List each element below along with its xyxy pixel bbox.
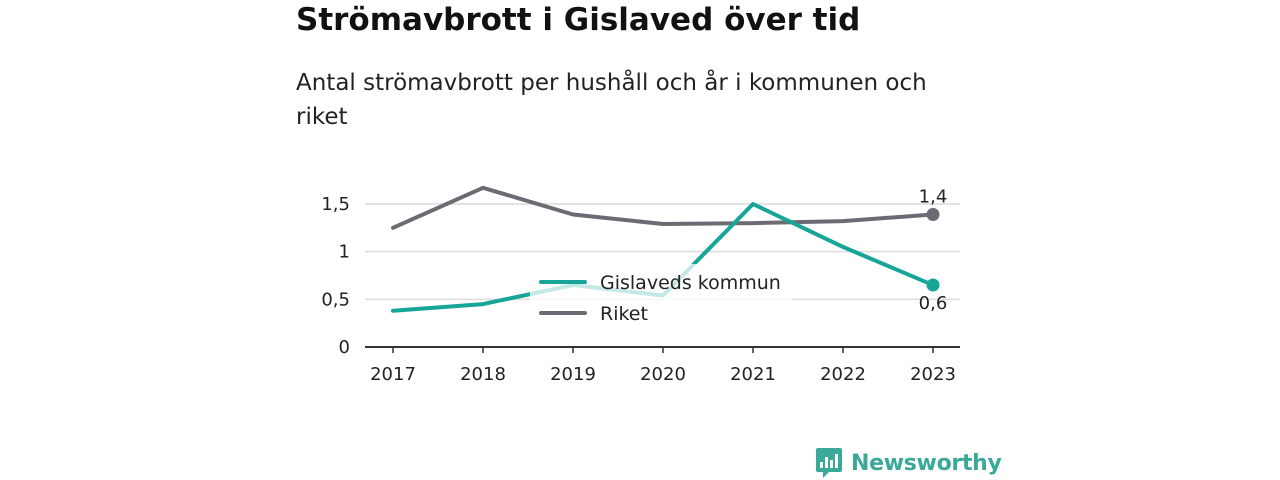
x-tick-label: 2017 xyxy=(370,364,416,385)
y-axis-ticks: 0 0,5 1 1,5 xyxy=(321,194,350,358)
data-label-riket: 1,4 xyxy=(919,186,948,207)
x-tick-label: 2022 xyxy=(820,364,866,385)
series-line-riket xyxy=(391,185,935,230)
y-tick-label: 0 xyxy=(339,337,350,358)
x-tick-label: 2021 xyxy=(730,364,776,385)
newsworthy-logo: Newsworthy xyxy=(815,446,1002,480)
data-label-gislaved: 0,6 xyxy=(919,293,948,314)
end-point-marker xyxy=(926,278,940,292)
x-tick-label: 2023 xyxy=(910,364,956,385)
chart-subtitle: Antal strömavbrott per hushåll och år i … xyxy=(296,70,927,130)
legend: Gislaveds kommun Riket xyxy=(530,264,792,332)
legend-label: Riket xyxy=(600,303,648,325)
x-tick-label: 2020 xyxy=(640,364,686,385)
y-tick-label: 1,5 xyxy=(321,194,350,215)
legend-label: Gislaveds kommun xyxy=(600,272,781,294)
end-point-marker xyxy=(926,207,940,221)
data-labels: 1,4 0,6 xyxy=(919,186,948,314)
y-tick-label: 1 xyxy=(339,242,350,263)
bar-chart-speech-bubble-icon xyxy=(816,448,842,478)
x-tick-label: 2018 xyxy=(460,364,506,385)
x-axis: 2017 2018 2019 2020 2021 2022 2023 xyxy=(365,346,960,385)
brand-name: Newsworthy xyxy=(851,450,1002,476)
x-tick-label: 2019 xyxy=(550,364,596,385)
legend-background xyxy=(530,264,792,332)
y-tick-label: 0,5 xyxy=(321,289,350,310)
chart-title: Strömavbrott i Gislaved över tid xyxy=(296,2,861,38)
